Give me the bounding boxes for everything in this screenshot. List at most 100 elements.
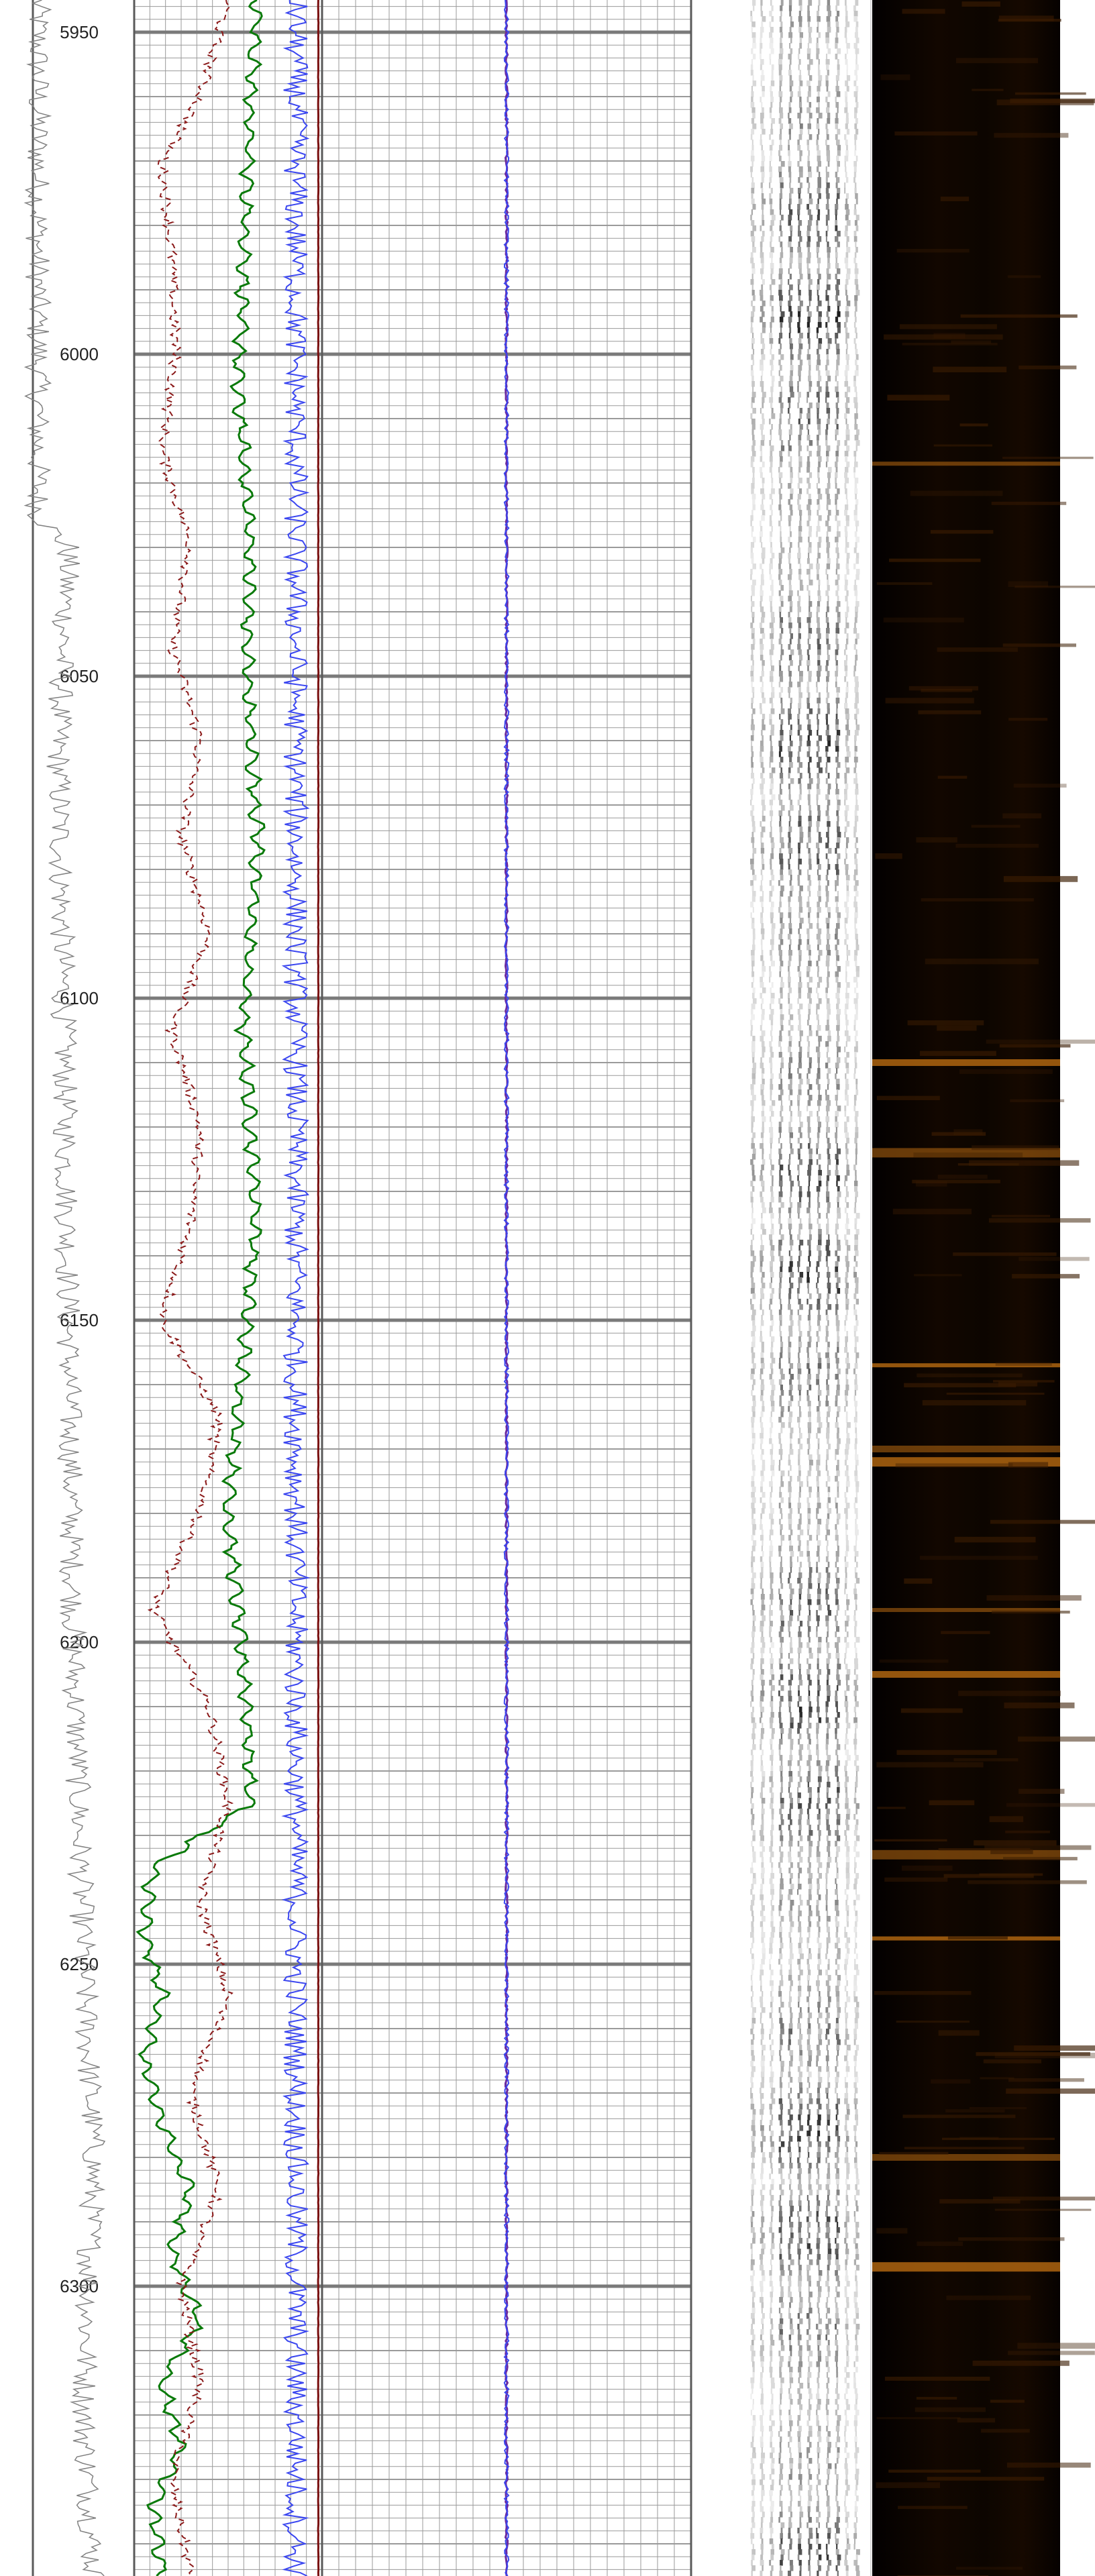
acoustic-streak [837,1803,839,1809]
acoustic-streak [826,1229,829,1235]
acoustic-streak [817,322,822,328]
acoustic-streak [807,1132,810,1138]
acoustic-streak [780,5,783,11]
acoustic-streak [855,1674,859,1680]
acoustic-streak [761,2023,764,2029]
acoustic-streak [762,1100,766,1106]
acoustic-streak [845,816,847,822]
acoustic-streak [799,43,802,49]
acoustic-streak [798,220,802,226]
acoustic-streak [788,1293,792,1299]
acoustic-streak [751,510,753,516]
acoustic-streak [760,1562,764,1568]
acoustic-streak [771,848,774,854]
acoustic-streak [817,1449,819,1455]
acoustic-streak [855,1079,858,1085]
acoustic-streak [769,1787,773,1793]
acoustic-streak [789,386,794,392]
acoustic-streak [751,2023,754,2029]
acoustic-streak [836,1218,838,1224]
acoustic-streak [788,553,791,559]
acoustic-streak [846,1352,849,1358]
acoustic-streak [770,735,772,741]
acoustic-streak [809,1326,812,1332]
acoustic-streak [817,1138,819,1144]
acoustic-streak [817,86,821,92]
acoustic-streak [816,606,820,612]
acoustic-streak [836,1937,840,1943]
acoustic-streak [835,1535,839,1541]
acoustic-streak [798,816,802,822]
acoustic-streak [817,1336,820,1342]
acoustic-streak [837,1712,840,1718]
acoustic-streak [808,912,811,918]
acoustic-streak [779,800,783,806]
acoustic-streak [844,1744,847,1750]
acoustic-streak [762,510,766,516]
acoustic-streak [797,644,801,650]
acoustic-streak [844,800,846,806]
acoustic-streak [790,91,793,97]
acoustic-streak [780,687,783,693]
acoustic-streak [837,1030,839,1036]
acoustic-streak [788,1605,792,1611]
acoustic-streak [770,1492,772,1498]
acoustic-streak [809,1648,812,1654]
acoustic-streak [771,794,776,800]
acoustic-streak [854,140,856,146]
acoustic-streak [845,1835,847,1841]
acoustic-streak [845,1868,849,1874]
acoustic-streak [779,1664,783,1670]
acoustic-streak [846,424,849,430]
acoustic-streak [790,1433,792,1439]
acoustic-streak [854,1116,858,1122]
acoustic-streak [816,1261,820,1267]
acoustic-streak [797,612,800,618]
acoustic-streak [837,1487,839,1493]
acoustic-streak [855,193,858,199]
acoustic-streak [760,1707,764,1713]
acoustic-streak [855,247,858,253]
acoustic-streak [789,1138,791,1144]
acoustic-streak [855,1438,857,1444]
acoustic-streak [770,1132,774,1138]
acoustic-streak [797,247,801,253]
acoustic-streak [845,537,847,543]
acoustic-streak [826,724,829,731]
acoustic-streak [770,1020,774,1026]
acoustic-streak [826,16,831,22]
acoustic-streak [770,1138,773,1144]
acoustic-streak [846,633,849,639]
acoustic-streak [855,199,858,205]
acoustic-streak [751,1841,753,1847]
acoustic-streak [770,1953,772,1960]
acoustic-streak [837,912,841,918]
acoustic-streak [837,800,841,806]
acoustic-streak [788,402,791,409]
acoustic-streak [845,934,849,940]
acoustic-streak [808,1175,811,1181]
acoustic-streak [825,386,829,392]
acoustic-streak [762,1186,765,1192]
acoustic-streak [797,1615,800,1621]
acoustic-streak [752,1036,755,1042]
acoustic-streak [835,472,838,478]
acoustic-streak [806,741,811,747]
acoustic-streak [751,365,753,371]
acoustic-streak [837,1046,841,1053]
acoustic-streak [751,1685,753,1691]
acoustic-streak [845,1905,849,1911]
acoustic-streak [855,1213,860,1219]
acoustic-streak [788,590,793,596]
acoustic-streak [779,746,782,752]
acoustic-streak [770,1690,772,1697]
acoustic-streak [835,1572,837,1578]
acoustic-streak [798,945,800,951]
acoustic-streak [760,1036,764,1042]
acoustic-streak [816,1374,820,1380]
acoustic-streak [806,843,809,849]
acoustic-streak [827,789,830,795]
acoustic-streak [808,1889,812,1895]
acoustic-streak [790,1309,793,1316]
acoustic-streak [780,912,784,918]
